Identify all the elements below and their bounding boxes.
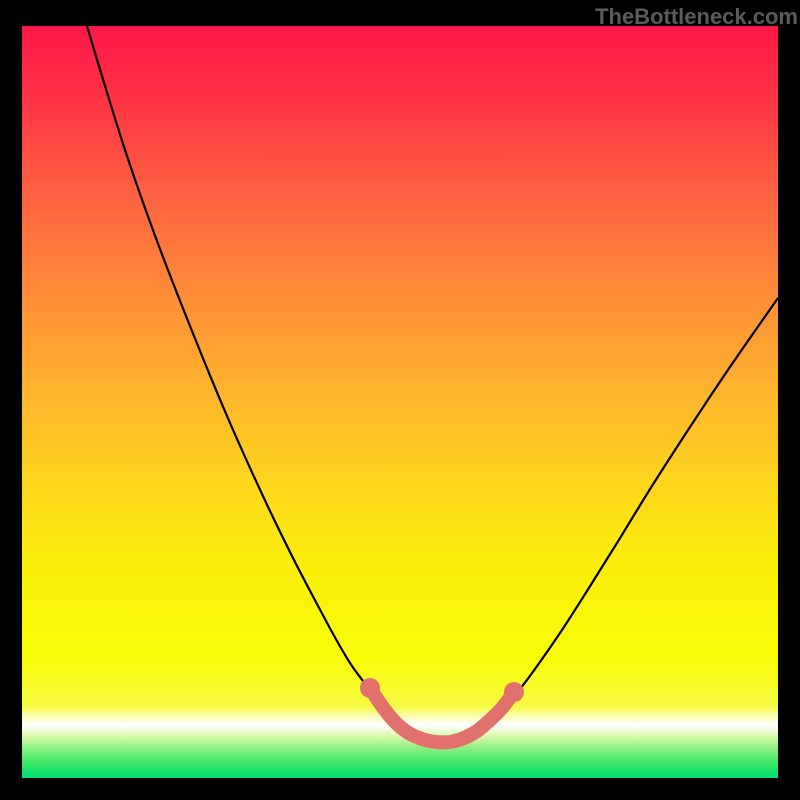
bottleneck-chart <box>0 0 800 800</box>
gradient-background <box>22 26 778 778</box>
range-start-marker <box>360 678 380 698</box>
range-end-marker <box>504 682 524 702</box>
watermark-text: TheBottleneck.com <box>595 4 798 30</box>
